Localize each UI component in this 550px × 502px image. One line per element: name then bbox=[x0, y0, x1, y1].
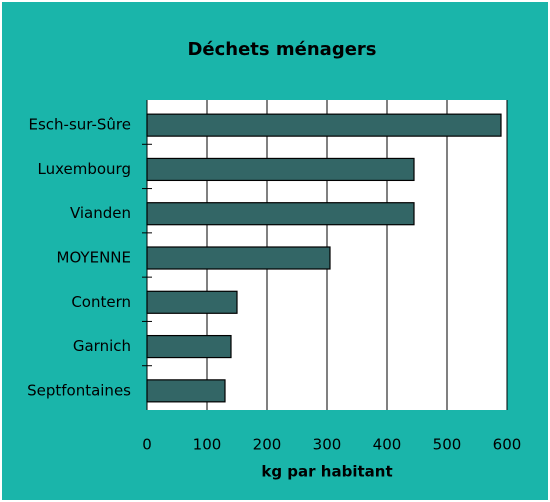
y-tick-label: Luxembourg bbox=[38, 160, 132, 178]
y-tick-label: Contern bbox=[71, 293, 131, 311]
bar bbox=[146, 290, 238, 314]
bar bbox=[146, 379, 226, 403]
bar bbox=[146, 246, 331, 270]
y-tick-label: Vianden bbox=[70, 204, 131, 222]
chart-title: Déchets ménagers bbox=[187, 39, 376, 60]
x-tick-label: 500 bbox=[433, 436, 462, 454]
y-tick-label: Septfontaines bbox=[27, 381, 131, 399]
y-tick-label: Garnich bbox=[73, 337, 131, 355]
x-tick-label: 600 bbox=[493, 436, 522, 454]
bar bbox=[146, 334, 232, 359]
y-tick-label: Esch-sur-Sûre bbox=[29, 116, 132, 134]
bar bbox=[146, 113, 502, 137]
x-tick-label: 200 bbox=[253, 436, 282, 454]
bar bbox=[146, 157, 415, 182]
x-tick-label: 100 bbox=[193, 436, 222, 454]
x-axis-title: kg par habitant bbox=[261, 463, 392, 481]
x-tick-label: 0 bbox=[142, 436, 152, 454]
y-tick-label: MOYENNE bbox=[57, 249, 132, 267]
bar bbox=[146, 202, 415, 226]
x-tick-label: 300 bbox=[313, 436, 342, 454]
x-tick-label: 400 bbox=[373, 436, 402, 454]
